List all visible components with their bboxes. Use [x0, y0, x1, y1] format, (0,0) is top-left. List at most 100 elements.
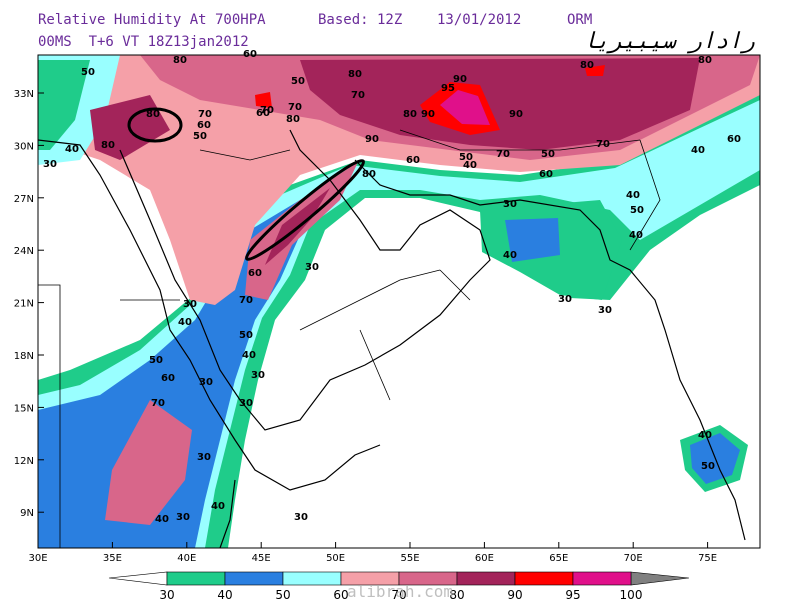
colorbar-label: 30: [159, 588, 174, 600]
contour-label: 95: [441, 83, 455, 94]
humidity-fields: [38, 55, 760, 548]
contour-label: 40: [178, 317, 192, 328]
lon-label: 55E: [400, 553, 419, 564]
contour-label: 40: [463, 160, 477, 171]
contour-label: 50: [81, 67, 95, 78]
contour-label: 40: [626, 190, 640, 201]
contour-label: 40: [155, 514, 169, 525]
model: ORM: [567, 12, 592, 28]
axes: 33N 30N 27N 24N 21N 18N 15N 12N 9N 30E 35E 40E 45E 50…: [14, 89, 717, 564]
title: Relative Humidity At 700HPA: [38, 12, 266, 28]
colorbar-label: 95: [565, 588, 580, 600]
contour-label: 70: [198, 109, 212, 120]
contour-label: 60: [248, 268, 262, 279]
lat-label: 30N: [14, 141, 34, 152]
contour-label: 40: [503, 250, 517, 261]
lon-label: 35E: [103, 553, 122, 564]
contour-label: 80: [348, 69, 362, 80]
watermark: alibrah.com: [347, 582, 453, 600]
logo: رادار سيبيريا: [583, 29, 755, 54]
contour-label: 40: [242, 350, 256, 361]
colorbar-label: 100: [620, 588, 643, 600]
contour-label: 30: [176, 512, 190, 523]
contour-label: 30: [251, 370, 265, 381]
contour-label: 40: [65, 144, 79, 155]
contour-label: 30: [503, 199, 517, 210]
contour-label: 50: [239, 330, 253, 341]
contour-label: 30: [239, 398, 253, 409]
contour-label: 60: [161, 373, 175, 384]
colorbar-segment: [282, 571, 342, 586]
contour-label: 30: [197, 452, 211, 463]
lat-label: 33N: [14, 89, 34, 100]
colorbar-segment: [572, 571, 632, 586]
annotations: [127, 107, 366, 261]
contour-label: 30: [558, 294, 572, 305]
based: Based: 12Z: [318, 12, 402, 28]
contour-label: 90: [365, 134, 379, 145]
contour-label: 70: [351, 90, 365, 101]
lon-label: 50E: [326, 553, 345, 564]
lat-label: 27N: [14, 194, 34, 205]
lon-label: 40E: [177, 553, 196, 564]
contour-label: 60: [197, 120, 211, 131]
colorbar-label: 50: [275, 588, 290, 600]
contour-label: 80: [286, 114, 300, 125]
contour-label: 40: [698, 430, 712, 441]
contour-label: 80: [146, 109, 160, 120]
contour-label: 50: [630, 205, 644, 216]
lon-label: 45E: [252, 553, 271, 564]
lon-label: 65E: [549, 553, 568, 564]
map-frame: [37, 54, 761, 549]
contour-label: 70: [288, 102, 302, 113]
contour-label: 60: [406, 155, 420, 166]
lat-label: 15N: [14, 403, 34, 414]
contour-label: 70: [596, 139, 610, 150]
contour-label: 80: [362, 169, 376, 180]
contour-label: 50: [541, 149, 555, 160]
contour-label: 30: [199, 377, 213, 388]
contour-label: 40: [691, 145, 705, 156]
lat-label: 12N: [14, 456, 34, 467]
contour-label: 60: [727, 134, 741, 145]
contour-label: 30: [598, 305, 612, 316]
contour-label: 50: [193, 131, 207, 142]
contour-label: 70: [260, 105, 274, 116]
contour-label: 60: [539, 169, 553, 180]
coastlines: [37, 129, 746, 549]
contour-label: 80: [403, 109, 417, 120]
colorbar-segment: [456, 571, 516, 586]
contour-label: 50: [701, 461, 715, 472]
colorbar: 30 40 50 60 70 80 90 95 100: [108, 571, 690, 600]
highlight-ellipse: [127, 107, 183, 143]
colorbar-segment: [224, 571, 284, 586]
contour-label: 70: [151, 398, 165, 409]
contour-label: 50: [149, 355, 163, 366]
contour-label: 50: [291, 76, 305, 87]
lon-label: 30E: [28, 553, 47, 564]
lat-label: 18N: [14, 351, 34, 362]
colorbar-segment: [166, 571, 226, 586]
colorbar-label: 60: [333, 588, 348, 600]
contour-label: 70: [239, 295, 253, 306]
lon-label: 60E: [475, 553, 494, 564]
contour-label: 90: [453, 74, 467, 85]
contour-label: 60: [256, 108, 270, 119]
colorbar-label: 80: [449, 588, 464, 600]
lon-label: 70E: [624, 553, 643, 564]
lat-label: 24N: [14, 246, 34, 257]
contour-label: 40: [629, 230, 643, 241]
contour-label: 80: [101, 140, 115, 151]
contour-label: 80: [698, 55, 712, 66]
contour-label: 90: [509, 109, 523, 120]
contour-label: 30: [43, 159, 57, 170]
contour-label: 30: [183, 299, 197, 310]
lon-label: 75E: [698, 553, 717, 564]
lat-label: 21N: [14, 299, 34, 310]
colorbar-label: 40: [217, 588, 232, 600]
date: 13/01/2012: [437, 12, 521, 28]
contour-label: 50: [459, 152, 473, 163]
colorbar-segment: [514, 571, 574, 586]
